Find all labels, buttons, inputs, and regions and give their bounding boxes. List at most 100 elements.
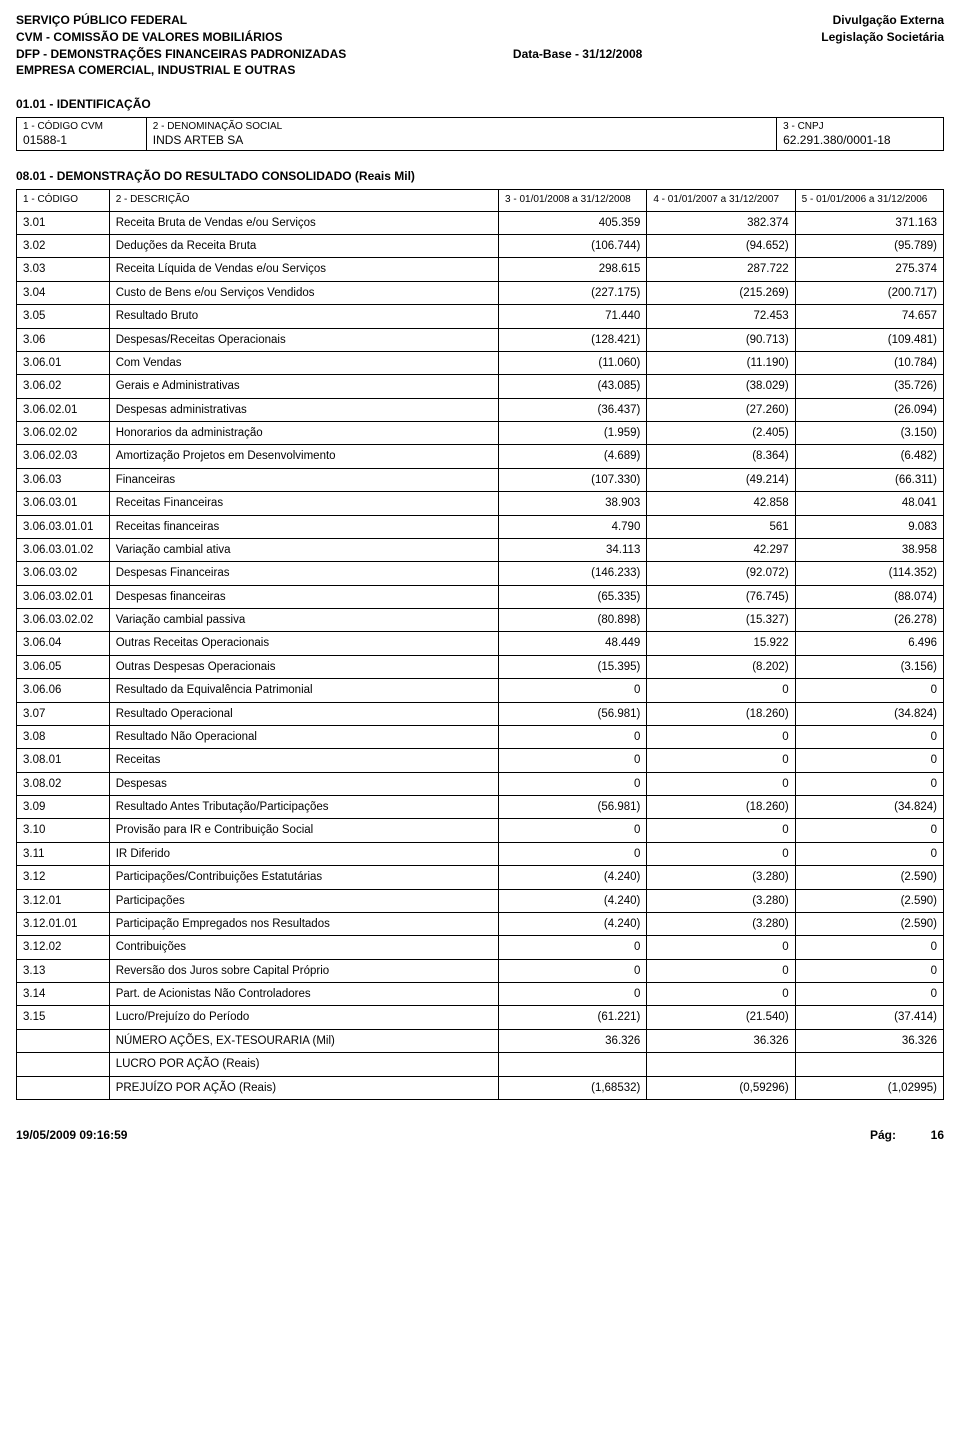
table-cell: 0 (647, 772, 795, 795)
table-cell: IR Diferido (109, 842, 498, 865)
table-cell: (56.981) (499, 702, 647, 725)
col-header-code: 1 - CÓDIGO (17, 190, 110, 212)
table-cell: 0 (647, 749, 795, 772)
table-cell: 72.453 (647, 305, 795, 328)
table-cell: Resultado Não Operacional (109, 725, 498, 748)
table-row: 3.06.03.02Despesas Financeiras(146.233)(… (17, 562, 944, 585)
table-row: 3.10Provisão para IR e Contribuição Soci… (17, 819, 944, 842)
table-cell (17, 1076, 110, 1099)
table-cell: 15.922 (647, 632, 795, 655)
table-cell: 561 (647, 515, 795, 538)
table-row: 3.06.01Com Vendas(11.060)(11.190)(10.784… (17, 351, 944, 374)
table-row: 3.03Receita Líquida de Vendas e/ou Servi… (17, 258, 944, 281)
table-cell: (128.421) (499, 328, 647, 351)
header-line: DFP - DEMONSTRAÇÕES FINANCEIRAS PADRONIZ… (16, 46, 642, 63)
table-cell: 3.04 (17, 281, 110, 304)
table-cell: (1,68532) (499, 1076, 647, 1099)
header-left: SERVIÇO PÚBLICO FEDERAL CVM - COMISSÃO D… (16, 12, 642, 79)
footer-page-num: 16 (931, 1128, 944, 1142)
table-cell: Outras Despesas Operacionais (109, 655, 498, 678)
header-center: Data-Base - 31/12/2008 (513, 47, 642, 61)
table-cell: 3.06.02.02 (17, 422, 110, 445)
table-cell: 3.14 (17, 983, 110, 1006)
table-cell: 3.12.01 (17, 889, 110, 912)
col-header-p3: 5 - 01/01/2006 a 31/12/2006 (795, 190, 943, 212)
table-cell: (34.824) (795, 702, 943, 725)
table-cell: 0 (795, 936, 943, 959)
table-cell: 3.06.03.02 (17, 562, 110, 585)
table-cell: 3.01 (17, 211, 110, 234)
table-cell: 42.858 (647, 492, 795, 515)
table-cell: Variação cambial passiva (109, 609, 498, 632)
table-cell: (38.029) (647, 375, 795, 398)
table-cell: 3.06.02.03 (17, 445, 110, 468)
table-cell: (88.074) (795, 585, 943, 608)
header-line: EMPRESA COMERCIAL, INDUSTRIAL E OUTRAS (16, 62, 642, 79)
table-row: 3.14Part. de Acionistas Não Controladore… (17, 983, 944, 1006)
table-cell: 0 (499, 772, 647, 795)
table-cell: 3.02 (17, 235, 110, 258)
table-cell: 71.440 (499, 305, 647, 328)
table-cell: (49.214) (647, 468, 795, 491)
header-line: CVM - COMISSÃO DE VALORES MOBILIÁRIOS (16, 29, 642, 46)
table-cell: 0 (795, 725, 943, 748)
table-cell: (94.652) (647, 235, 795, 258)
ident-cell-cvm: 1 - CÓDIGO CVM 01588-1 (17, 118, 147, 151)
table-cell: 3.08.02 (17, 772, 110, 795)
table-cell: Despesas (109, 772, 498, 795)
table-cell: 3.06.03.01 (17, 492, 110, 515)
table-cell: 3.06.02 (17, 375, 110, 398)
table-cell: Financeiras (109, 468, 498, 491)
table-cell: (4.689) (499, 445, 647, 468)
table-cell: Amortização Projetos em Desenvolvimento (109, 445, 498, 468)
table-row: 3.05Resultado Bruto71.44072.45374.657 (17, 305, 944, 328)
page-footer: 19/05/2009 09:16:59 Pág: 16 (16, 1128, 944, 1142)
table-row: 3.07Resultado Operacional(56.981)(18.260… (17, 702, 944, 725)
table-row: 3.06.03.02.01Despesas financeiras(65.335… (17, 585, 944, 608)
table-cell: 3.06.03.02.01 (17, 585, 110, 608)
table-cell: (35.726) (795, 375, 943, 398)
table-row: 3.08Resultado Não Operacional000 (17, 725, 944, 748)
table-cell: 0 (795, 679, 943, 702)
table-row: 3.06.03.02.02Variação cambial passiva(80… (17, 609, 944, 632)
table-cell (17, 1029, 110, 1052)
table-cell: Despesas administrativas (109, 398, 498, 421)
table-cell: (15.327) (647, 609, 795, 632)
header-line-text: DFP - DEMONSTRAÇÕES FINANCEIRAS PADRONIZ… (16, 47, 346, 61)
table-cell (17, 1053, 110, 1076)
table-cell: (90.713) (647, 328, 795, 351)
table-row: 3.06Despesas/Receitas Operacionais(128.4… (17, 328, 944, 351)
table-cell: Contribuições (109, 936, 498, 959)
table-cell: 0 (795, 772, 943, 795)
table-cell: Resultado da Equivalência Patrimonial (109, 679, 498, 702)
table-cell: Receita Líquida de Vendas e/ou Serviços (109, 258, 498, 281)
table-cell: (4.240) (499, 866, 647, 889)
table-cell: 0 (795, 959, 943, 982)
table-cell: (3.280) (647, 889, 795, 912)
table-cell: Custo de Bens e/ou Serviços Vendidos (109, 281, 498, 304)
table-cell: Resultado Operacional (109, 702, 498, 725)
table-cell: 4.790 (499, 515, 647, 538)
table-cell: (114.352) (795, 562, 943, 585)
table-cell: (34.824) (795, 796, 943, 819)
table-cell: 3.13 (17, 959, 110, 982)
footer-page-label: Pág: (870, 1128, 896, 1142)
table-row: 3.08.02Despesas000 (17, 772, 944, 795)
table-cell: 38.958 (795, 538, 943, 561)
table-row: 3.12Participações/Contribuições Estatutá… (17, 866, 944, 889)
table-cell: 3.06 (17, 328, 110, 351)
table-cell: 3.08.01 (17, 749, 110, 772)
table-row: 3.06.02.02Honorarios da administração(1.… (17, 422, 944, 445)
table-cell: (26.278) (795, 609, 943, 632)
table-cell: 3.11 (17, 842, 110, 865)
document-header: SERVIÇO PÚBLICO FEDERAL CVM - COMISSÃO D… (16, 12, 944, 79)
table-row: 3.12.01Participações(4.240)(3.280)(2.590… (17, 889, 944, 912)
table-cell: 3.06.06 (17, 679, 110, 702)
ident-cell-cnpj: 3 - CNPJ 62.291.380/0001-18 (777, 118, 944, 151)
table-cell: (27.260) (647, 398, 795, 421)
table-cell: 3.12.01.01 (17, 912, 110, 935)
table-cell: (37.414) (795, 1006, 943, 1029)
table-cell: (15.395) (499, 655, 647, 678)
table-cell: 382.374 (647, 211, 795, 234)
table-row: 3.12.02Contribuições000 (17, 936, 944, 959)
